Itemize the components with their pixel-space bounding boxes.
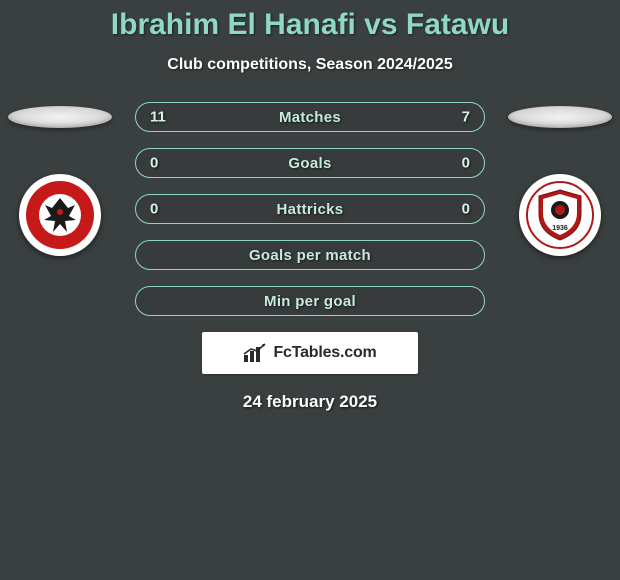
right-player-ellipse — [508, 106, 612, 128]
left-player-ellipse — [8, 106, 112, 128]
stats-rows: 11 Matches 7 0 Goals 0 0 Hattricks 0 Goa… — [135, 102, 485, 316]
stat-left-value: 0 — [150, 155, 158, 172]
stat-row-matches: 11 Matches 7 — [135, 102, 485, 132]
right-club-crest: 1936 — [519, 174, 601, 256]
eagle-icon — [37, 192, 83, 238]
left-club-crest — [19, 174, 101, 256]
stat-row-min-per-goal: Min per goal — [135, 286, 485, 316]
stat-left-value: 11 — [150, 109, 166, 126]
footer-brand-text: FcTables.com — [273, 344, 376, 362]
stat-row-goals-per-match: Goals per match — [135, 240, 485, 270]
date-text: 24 february 2025 — [0, 392, 620, 412]
stat-left-value: 0 — [150, 201, 158, 218]
stat-label: Hattricks — [277, 201, 344, 218]
bars-icon — [243, 343, 267, 363]
footer-brand-badge: FcTables.com — [202, 332, 418, 374]
shield-icon: 1936 — [531, 186, 589, 244]
page-title: Ibrahim El Hanafi vs Fatawu — [0, 0, 620, 42]
stat-right-value: 0 — [462, 201, 470, 218]
stat-label: Goals per match — [249, 247, 371, 264]
stat-right-value: 7 — [462, 109, 470, 126]
stat-right-value: 0 — [462, 155, 470, 172]
comparison-content: 1936 11 Matches 7 0 Goals 0 0 Hattricks … — [0, 102, 620, 412]
svg-text:1936: 1936 — [552, 225, 568, 232]
stat-row-goals: 0 Goals 0 — [135, 148, 485, 178]
stat-label: Matches — [279, 109, 341, 126]
page-subtitle: Club competitions, Season 2024/2025 — [0, 56, 620, 74]
stat-label: Goals — [288, 155, 331, 172]
stat-row-hattricks: 0 Hattricks 0 — [135, 194, 485, 224]
stat-label: Min per goal — [264, 293, 356, 310]
